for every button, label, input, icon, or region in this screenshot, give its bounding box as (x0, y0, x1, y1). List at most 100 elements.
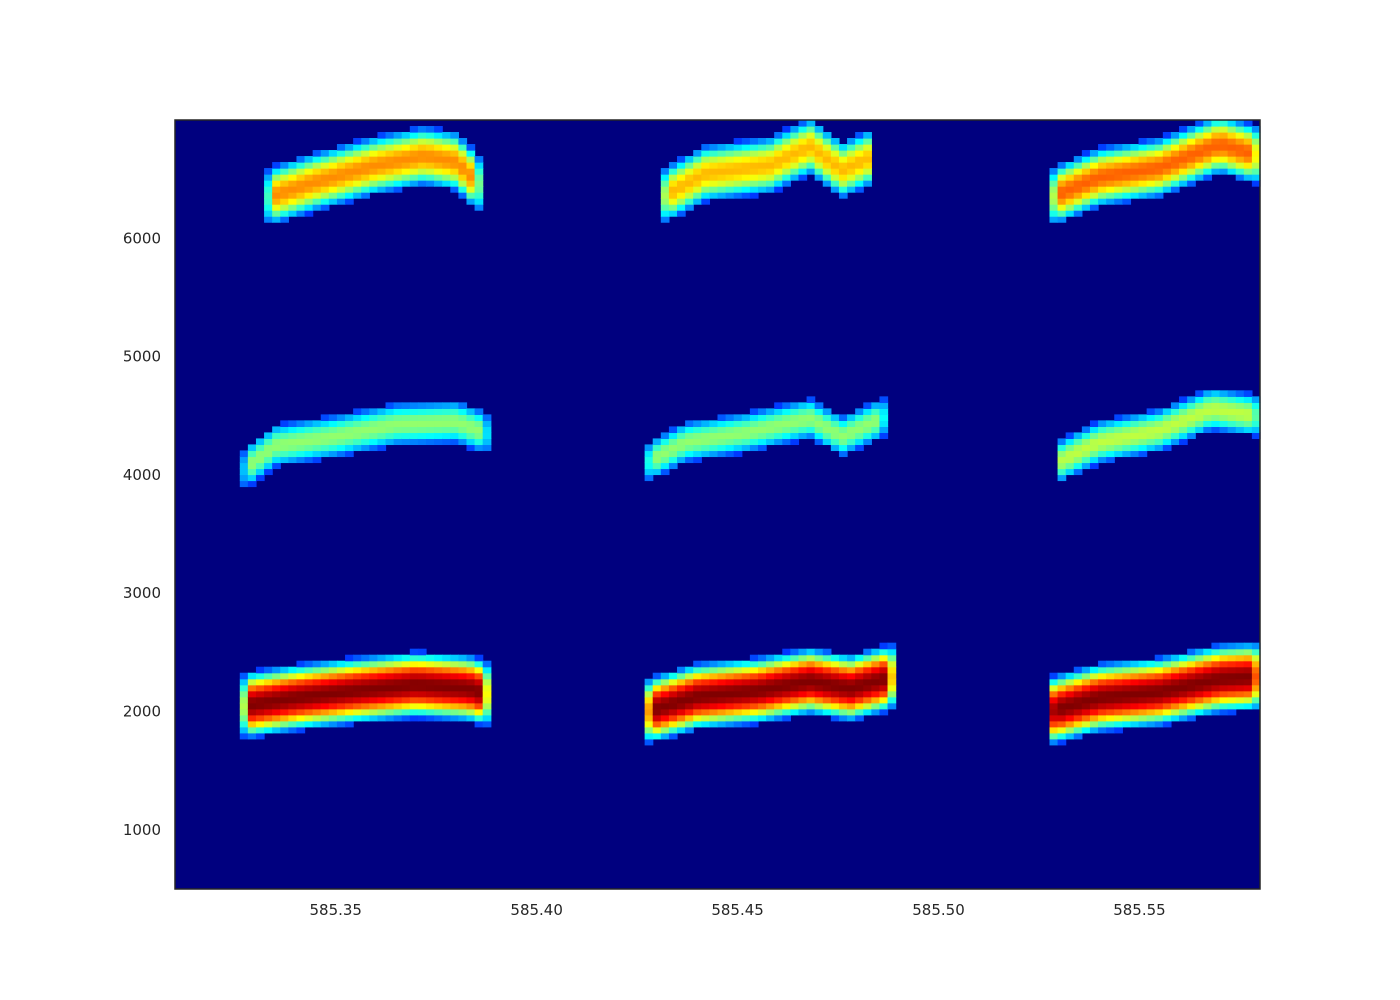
heatmap-cell (1251, 126, 1261, 133)
heatmap-cell (668, 432, 678, 440)
heatmap-cell (304, 204, 314, 211)
heatmap-cell (782, 654, 791, 662)
heatmap-cell (264, 690, 273, 698)
heatmap-cell (1154, 192, 1164, 199)
heatmap-cell (1081, 726, 1091, 734)
heatmap-cell (774, 156, 783, 163)
heatmap-cell (757, 186, 767, 193)
heatmap-cell (1235, 390, 1245, 397)
heatmap-cell (1235, 702, 1245, 710)
heatmap-cell (426, 408, 435, 415)
heatmap-cell (733, 174, 743, 181)
heatmap-cell (272, 678, 281, 686)
heatmap-cell (847, 180, 856, 187)
heatmap-cell (247, 732, 257, 740)
heatmap-cell (353, 426, 362, 434)
heatmap-cell (733, 678, 743, 686)
heatmap-cell (474, 162, 484, 169)
heatmap-cell (1187, 420, 1196, 427)
heatmap-cell (377, 420, 387, 427)
heatmap-cell (1179, 660, 1188, 668)
heatmap-cell (838, 702, 848, 710)
heatmap-cell (847, 438, 856, 446)
heatmap-cell (320, 666, 330, 674)
heatmap-cell (1235, 174, 1245, 181)
heatmap-cell (1219, 672, 1229, 680)
heatmap-cell (1098, 174, 1107, 181)
y-tick-label: 3000 (123, 584, 161, 602)
heatmap-cell (296, 714, 306, 722)
heatmap-cell (409, 648, 419, 656)
heatmap-cell (887, 678, 897, 686)
heatmap-cell (830, 684, 840, 692)
heatmap-cell (814, 174, 824, 181)
heatmap-cell (1122, 696, 1132, 704)
heatmap-cell (1187, 432, 1196, 440)
heatmap-cell (1251, 402, 1261, 409)
heatmap-cell (1106, 186, 1115, 193)
heatmap-cell (749, 702, 759, 710)
heatmap-cell (426, 438, 435, 446)
heatmap-cell (782, 666, 791, 674)
heatmap-cell (1081, 438, 1091, 446)
heatmap-cell (1049, 210, 1059, 217)
heatmap-cell (790, 432, 800, 440)
heatmap-cell (393, 690, 403, 698)
heatmap-cell (1049, 708, 1059, 716)
heatmap-cell (863, 174, 872, 181)
heatmap-cell (1203, 708, 1213, 716)
heatmap-cell (668, 732, 678, 740)
heatmap-cell (847, 708, 856, 716)
heatmap-cell (855, 672, 864, 680)
heatmap-cell (434, 402, 443, 409)
heatmap-cell (304, 432, 314, 440)
heatmap-cell (1114, 696, 1123, 704)
heatmap-cell (757, 702, 767, 710)
heatmap-cell (1122, 666, 1132, 674)
heatmap-cell (288, 684, 298, 692)
x-tick-label: 585.40 (510, 901, 563, 919)
heatmap-cell (1243, 408, 1253, 415)
heatmap-cell (345, 180, 354, 187)
heatmap-cell (863, 408, 872, 415)
heatmap-cell (879, 708, 889, 716)
heatmap-cell (1154, 138, 1164, 145)
heatmap-cell (466, 186, 476, 193)
heatmap-cell (677, 672, 686, 680)
heatmap-cell (312, 420, 322, 427)
heatmap-cell (879, 684, 889, 692)
heatmap-cell (741, 180, 751, 187)
heatmap-cell (336, 696, 346, 704)
heatmap-cell (830, 162, 840, 169)
heatmap-cell (320, 672, 330, 680)
heatmap-cell (393, 138, 403, 145)
heatmap-cell (393, 714, 403, 722)
heatmap-cell (304, 456, 314, 464)
heatmap-cell (1098, 180, 1107, 187)
heatmap-cell (255, 714, 265, 722)
heatmap-cell (1251, 642, 1261, 650)
heatmap-cell (693, 420, 702, 427)
heatmap-cell (328, 432, 338, 440)
heatmap-cell (644, 738, 654, 746)
heatmap-cell (733, 708, 743, 716)
heatmap-cell (1057, 708, 1067, 716)
heatmap-cell (725, 450, 735, 458)
heatmap-cell (312, 174, 322, 181)
heatmap-cell (328, 690, 338, 698)
heatmap-cell (296, 204, 306, 211)
heatmap-cell (668, 726, 678, 734)
heatmap-cell (1073, 714, 1083, 722)
heatmap-cell (1203, 402, 1213, 409)
heatmap-cell (1170, 702, 1180, 710)
heatmap-cell (1114, 684, 1123, 692)
heatmap-cell (434, 180, 443, 187)
heatmap-cell (668, 198, 678, 205)
heatmap-cell (1146, 162, 1156, 169)
heatmap-cell (474, 186, 484, 193)
heatmap-cell (709, 672, 719, 680)
heatmap-cell (1130, 666, 1140, 674)
heatmap-cell (304, 666, 314, 674)
heatmap-cell (353, 174, 362, 181)
heatmap-cell (1219, 702, 1229, 710)
